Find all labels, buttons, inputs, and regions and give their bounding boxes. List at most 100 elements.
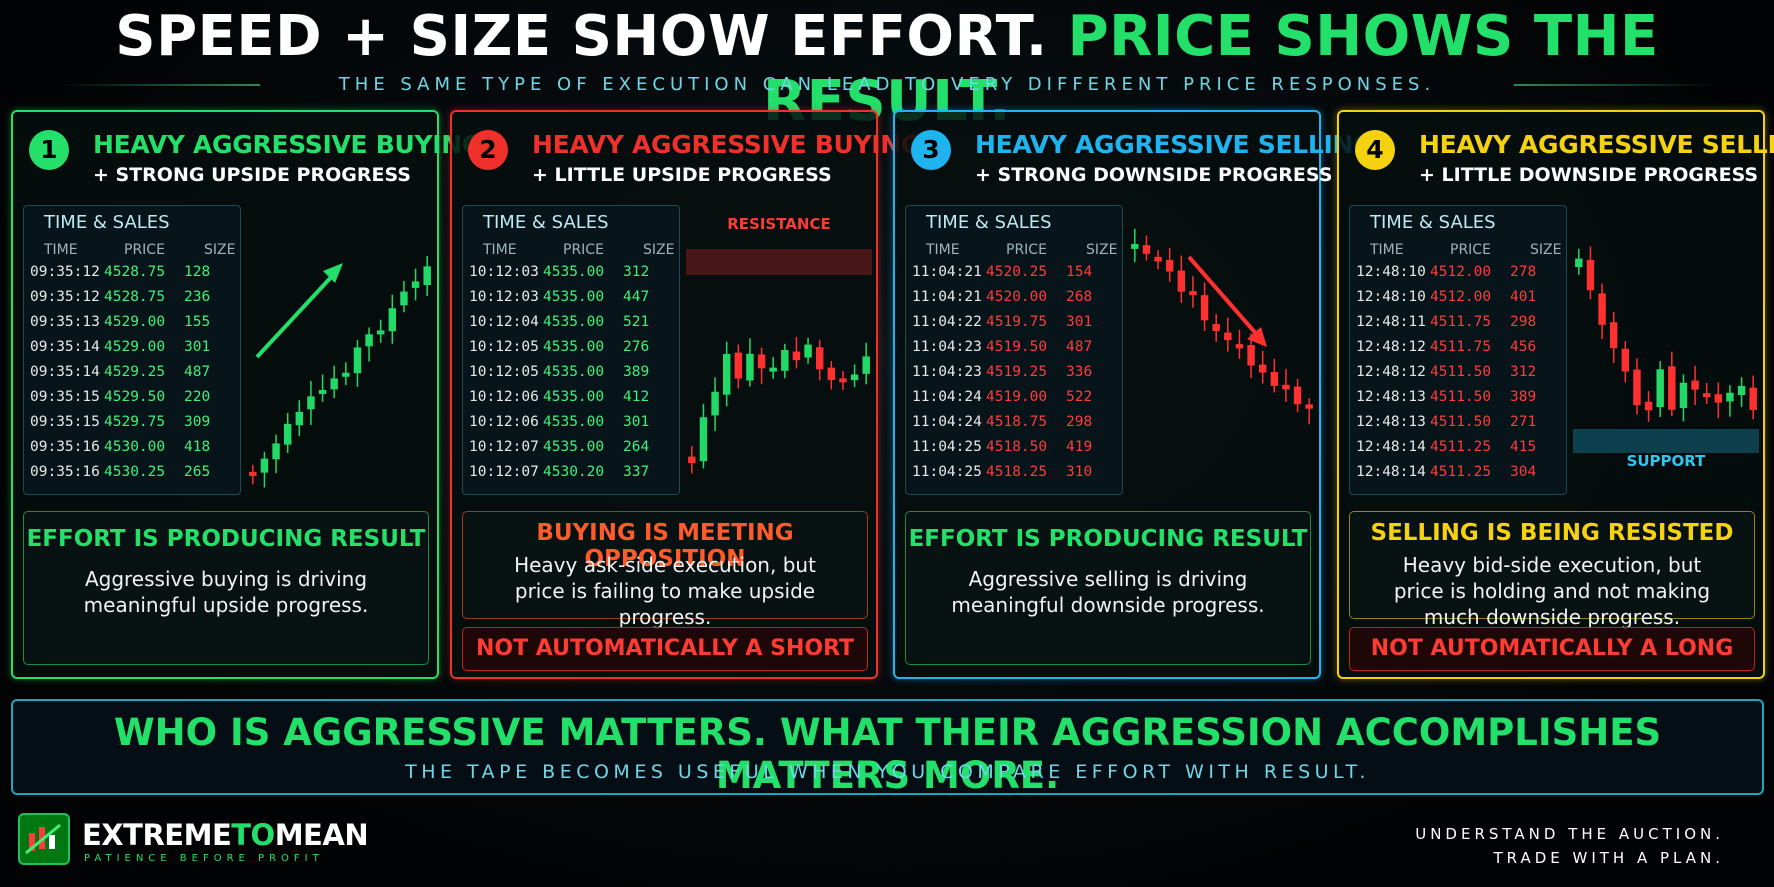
table-cell: 298 — [1510, 314, 1537, 330]
brand: EXTREMETOMEAN — [82, 818, 369, 852]
table-cell: 09:35:12 — [30, 289, 100, 305]
candle-body — [722, 354, 731, 395]
table-cell: 447 — [623, 289, 650, 305]
candle-body — [295, 411, 304, 426]
headline-result: PRICE SHOWS THE RESULT. — [762, 4, 1659, 134]
motto-line: TRADE WITH A PLAN. — [1493, 849, 1724, 867]
table-cell: 4535.00 — [543, 364, 605, 380]
table-cell: 4530.00 — [104, 439, 166, 455]
table-cell: 4518.50 — [986, 439, 1048, 455]
candle-body — [388, 308, 397, 332]
table-cell: 312 — [623, 264, 650, 280]
verdict-title: EFFORT IS PRODUCING RESULT — [26, 526, 426, 552]
table-cell: 11:04:24 — [912, 414, 982, 430]
table-title: TIME & SALES — [44, 212, 170, 233]
table-cell: 268 — [1066, 289, 1093, 305]
table-cell: 4511.50 — [1430, 364, 1492, 380]
table-cell: 11:04:25 — [912, 464, 982, 480]
panel-subtitle: + STRONG DOWNSIDE PROGRESS — [975, 164, 1333, 186]
table-cell: 4529.25 — [104, 364, 166, 380]
table-cell: 12:48:13 — [1356, 389, 1426, 405]
table-cell: 264 — [623, 439, 650, 455]
table-cell: 4511.75 — [1430, 339, 1492, 355]
table-cell: 419 — [1066, 439, 1093, 455]
candlestick-chart — [249, 255, 431, 488]
table-cell: 12:48:13 — [1356, 414, 1426, 430]
table-cell: 418 — [184, 439, 211, 455]
subtitle: THE SAME TYPE OF EXECUTION CAN LEAD TO V… — [338, 74, 1436, 95]
table-cell: 312 — [1510, 364, 1537, 380]
table-cell: 521 — [623, 314, 650, 330]
table-cell: 11:04:23 — [912, 339, 982, 355]
candle-body — [1644, 401, 1653, 411]
candle-body — [1726, 392, 1734, 402]
candle-body — [1679, 382, 1688, 409]
table-cell: 4512.00 — [1430, 289, 1492, 305]
table-cell: 487 — [1066, 339, 1093, 355]
table-cell: 12:48:11 — [1356, 314, 1426, 330]
table-cell: 389 — [623, 364, 650, 380]
candle-body — [1165, 259, 1174, 272]
zone-label: SUPPORT — [1626, 452, 1706, 470]
table-cell: 4511.50 — [1430, 414, 1492, 430]
resistance-zone — [686, 249, 872, 275]
candle-body — [688, 456, 696, 464]
table-cell: 4518.75 — [986, 414, 1048, 430]
verdict-box: EFFORT IS PRODUCING RESULT Aggressive buy… — [23, 511, 429, 665]
table-cell: 09:35:14 — [30, 339, 100, 355]
arrow-head — [1247, 327, 1267, 347]
table-cell: 4535.00 — [543, 389, 605, 405]
candle-body — [1586, 259, 1595, 291]
candle-body — [757, 354, 766, 369]
table-cell: 11:04:23 — [912, 364, 982, 380]
table-cell: 4511.25 — [1430, 464, 1492, 480]
table-cell: 10:12:06 — [469, 414, 539, 430]
table-cell: 09:35:15 — [30, 414, 100, 430]
verdict-title: BUYING IS MEETING OPPOSITION — [536, 520, 794, 572]
column-header: TIME — [483, 242, 517, 258]
table-cell: 4535.00 — [543, 314, 605, 330]
candle-body — [1177, 270, 1186, 292]
column-header: TIME — [926, 242, 960, 258]
candle-body — [746, 353, 754, 381]
table-cell: 4529.00 — [104, 339, 166, 355]
candle-body — [804, 344, 812, 358]
table-cell: 4519.75 — [986, 314, 1048, 330]
table-cell: 4512.00 — [1430, 264, 1492, 280]
table-cell: 4520.00 — [986, 289, 1048, 305]
table-cell: 154 — [1066, 264, 1093, 280]
column-header: SIZE — [204, 242, 236, 258]
verdict-title: SELLING IS BEING RESISTED — [1370, 520, 1734, 546]
table-cell: 12:48:10 — [1356, 264, 1426, 280]
motto-line: UNDERSTAND THE AUCTION. — [1415, 825, 1724, 843]
column-header: TIME — [44, 242, 78, 258]
table-cell: 12:48:14 — [1356, 439, 1426, 455]
banner: WHO IS AGGRESSIVE MATTERS. WHAT THEIR AG… — [11, 699, 1764, 797]
verdict-title: EFFORT IS PRODUCING RESULT — [908, 526, 1308, 552]
candle-body — [1142, 245, 1151, 254]
candle-body — [1258, 364, 1267, 373]
step-number: 3 — [911, 130, 951, 170]
table-cell: 4530.20 — [543, 464, 605, 480]
table-cell: 301 — [623, 414, 650, 430]
table-title: TIME & SALES — [483, 212, 609, 233]
candle-body — [781, 349, 789, 371]
candle-body — [1702, 393, 1711, 398]
table-cell: 412 — [623, 389, 650, 405]
table-cell: 522 — [1066, 389, 1093, 405]
table-cell: 4529.75 — [104, 414, 166, 430]
trend-arrow — [255, 271, 337, 359]
table-cell: 4535.00 — [543, 264, 605, 280]
table-cell: 220 — [184, 389, 211, 405]
table-cell: 10:12:05 — [469, 339, 539, 355]
table-cell: 09:35:12 — [30, 264, 100, 280]
candle-body — [1749, 387, 1757, 411]
table-cell: 301 — [184, 339, 211, 355]
table-cell: 10:12:03 — [469, 264, 539, 280]
table-cell: 11:04:21 — [912, 264, 982, 280]
table-cell: 4518.25 — [986, 464, 1048, 480]
candle-body — [1235, 344, 1244, 349]
table-cell: 310 — [1066, 464, 1093, 480]
table-cell: 4535.00 — [543, 439, 605, 455]
table-cell: 4535.00 — [543, 414, 605, 430]
